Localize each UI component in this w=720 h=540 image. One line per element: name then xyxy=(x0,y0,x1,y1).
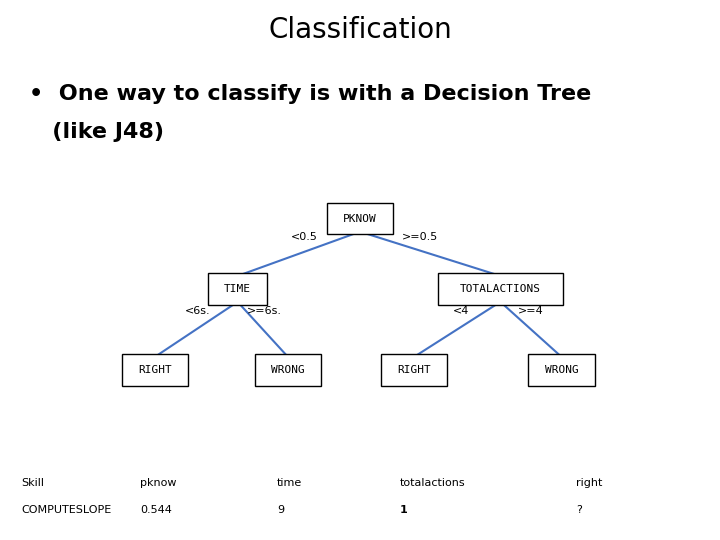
Text: 0.544: 0.544 xyxy=(140,505,172,515)
FancyBboxPatch shape xyxy=(528,354,595,386)
Text: <0.5: <0.5 xyxy=(291,232,318,242)
Text: WRONG: WRONG xyxy=(271,365,305,375)
Text: 1: 1 xyxy=(400,505,408,515)
FancyBboxPatch shape xyxy=(381,354,447,386)
Text: <6s.: <6s. xyxy=(185,306,211,316)
Text: >=4: >=4 xyxy=(518,306,544,316)
Text: Classification: Classification xyxy=(268,16,452,44)
Text: ?: ? xyxy=(576,505,582,515)
Text: TIME: TIME xyxy=(224,284,251,294)
FancyBboxPatch shape xyxy=(255,354,321,386)
Text: Skill: Skill xyxy=(22,478,45,488)
Text: WRONG: WRONG xyxy=(545,365,578,375)
Text: COMPUTESLOPE: COMPUTESLOPE xyxy=(22,505,112,515)
Text: (like J48): (like J48) xyxy=(29,122,164,141)
Text: >=6s.: >=6s. xyxy=(246,306,282,316)
Text: right: right xyxy=(576,478,603,488)
Text: RIGHT: RIGHT xyxy=(397,365,431,375)
Text: >=0.5: >=0.5 xyxy=(402,232,438,242)
Text: pknow: pknow xyxy=(140,478,177,488)
Text: PKNOW: PKNOW xyxy=(343,214,377,224)
Text: •  One way to classify is with a Decision Tree: • One way to classify is with a Decision… xyxy=(29,84,591,104)
Text: TOTALACTIONS: TOTALACTIONS xyxy=(460,284,541,294)
FancyBboxPatch shape xyxy=(327,203,393,234)
Text: <4: <4 xyxy=(454,306,469,316)
FancyBboxPatch shape xyxy=(209,273,266,305)
FancyBboxPatch shape xyxy=(122,354,188,386)
Text: RIGHT: RIGHT xyxy=(138,365,171,375)
Text: time: time xyxy=(277,478,302,488)
FancyBboxPatch shape xyxy=(438,273,563,305)
Text: 9: 9 xyxy=(277,505,284,515)
Text: totalactions: totalactions xyxy=(400,478,465,488)
